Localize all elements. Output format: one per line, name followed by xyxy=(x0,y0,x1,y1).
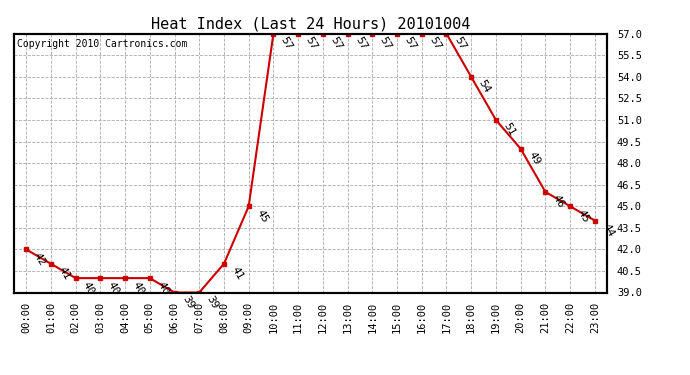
Text: Copyright 2010 Cartronics.com: Copyright 2010 Cartronics.com xyxy=(17,39,187,49)
Title: Heat Index (Last 24 Hours) 20101004: Heat Index (Last 24 Hours) 20101004 xyxy=(151,16,470,31)
Text: 40: 40 xyxy=(130,279,146,296)
Text: 57: 57 xyxy=(402,35,418,52)
Text: 41: 41 xyxy=(57,265,72,282)
Text: 44: 44 xyxy=(600,222,615,239)
Text: 54: 54 xyxy=(477,78,492,95)
Text: 57: 57 xyxy=(279,35,295,52)
Text: 40: 40 xyxy=(155,279,170,296)
Text: 42: 42 xyxy=(32,251,47,267)
Text: 39: 39 xyxy=(180,294,195,310)
Text: 57: 57 xyxy=(427,35,443,52)
Text: 45: 45 xyxy=(575,208,591,224)
Text: 57: 57 xyxy=(353,35,368,52)
Text: 45: 45 xyxy=(254,208,270,224)
Text: 39: 39 xyxy=(205,294,220,310)
Text: 57: 57 xyxy=(452,35,467,52)
Text: 49: 49 xyxy=(526,150,542,167)
Text: 57: 57 xyxy=(378,35,393,52)
Text: 46: 46 xyxy=(551,193,566,210)
Text: 57: 57 xyxy=(328,35,344,52)
Text: 40: 40 xyxy=(81,279,97,296)
Text: 57: 57 xyxy=(304,35,319,52)
Text: 41: 41 xyxy=(230,265,245,282)
Text: 40: 40 xyxy=(106,279,121,296)
Text: 51: 51 xyxy=(502,122,517,138)
